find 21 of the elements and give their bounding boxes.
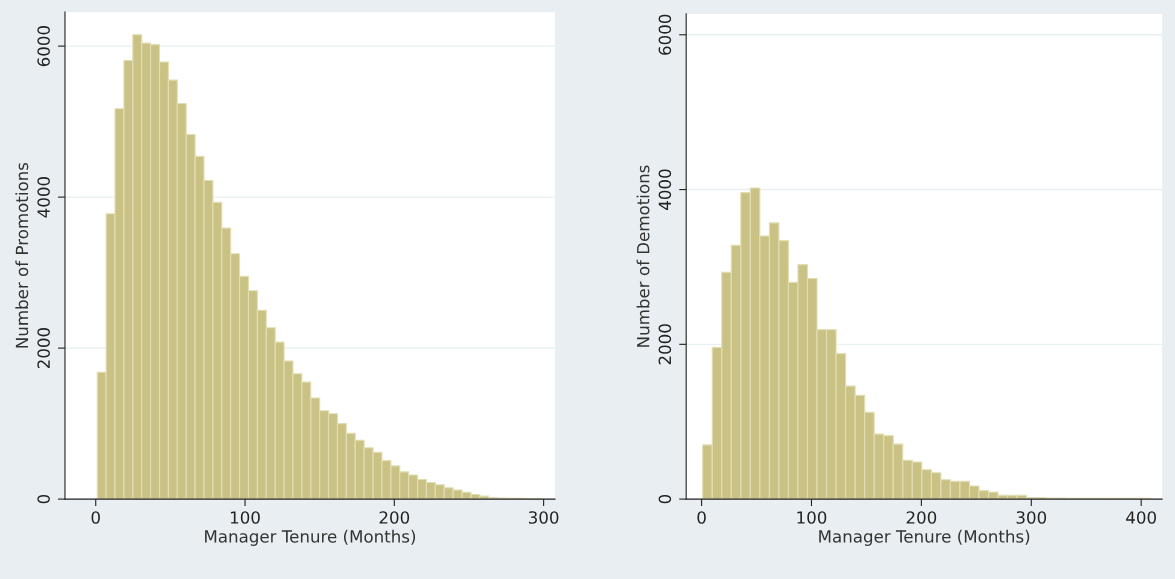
x-axis-title: Manager Tenure (Months) [819, 529, 1030, 546]
x-tick-label: 300 [528, 511, 559, 524]
y-tick-label: 0 [37, 494, 50, 504]
y-tick-label: 4000 [37, 177, 50, 218]
y-tick-label: 0 [658, 494, 672, 504]
y-tick-label: 2000 [37, 328, 50, 369]
x-tick-label: 400 [1126, 511, 1156, 524]
y-axis-title: Number of Demotions [636, 165, 650, 347]
x-axis-title: Manager Tenure (Months) [205, 529, 416, 546]
y-tick-label: 6000 [658, 14, 672, 55]
x-tick-label: 0 [697, 511, 706, 524]
y-tick-label: 6000 [37, 26, 50, 67]
y-tick-label: 2000 [658, 324, 672, 365]
x-tick-label: 200 [379, 511, 410, 524]
y-tick-label: 4000 [658, 169, 672, 210]
x-tick-label: 100 [797, 511, 827, 524]
x-tick-label: 300 [1016, 511, 1047, 524]
x-tick-label: 0 [91, 511, 100, 524]
x-tick-label: 100 [230, 511, 260, 524]
y-axis-title: Number of Promotions [15, 162, 29, 348]
x-tick-label: 200 [906, 511, 937, 524]
